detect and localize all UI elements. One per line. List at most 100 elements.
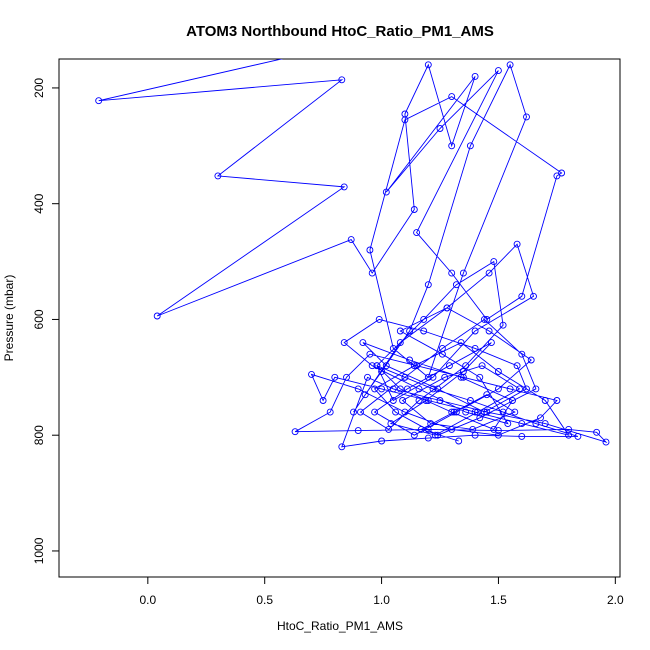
data-point <box>602 438 610 446</box>
y-tick-label: 600 <box>32 309 46 329</box>
data-point <box>291 428 299 436</box>
data-point <box>410 431 418 439</box>
data-point <box>523 113 530 121</box>
data-point <box>368 269 376 277</box>
data-point <box>506 61 514 69</box>
data-point <box>452 281 460 289</box>
data-point <box>513 240 521 248</box>
data-point <box>459 368 467 375</box>
data-point <box>448 93 456 101</box>
data-point <box>565 425 573 433</box>
data-point <box>487 339 495 347</box>
data-point <box>429 385 437 393</box>
data-point <box>406 356 414 364</box>
data-point <box>494 427 502 435</box>
data-point <box>518 432 526 440</box>
data-point <box>452 408 460 416</box>
data-point <box>401 116 409 124</box>
data-point <box>541 420 549 428</box>
x-axis-label: HtoC_Ratio_PM1_AMS <box>277 619 403 633</box>
data-point <box>389 344 397 352</box>
data-point <box>340 183 348 191</box>
data-point <box>415 397 423 404</box>
data-point <box>347 236 355 244</box>
data-point <box>361 391 369 399</box>
data-point <box>466 397 474 404</box>
data-point <box>516 385 523 393</box>
data-point <box>483 315 491 323</box>
data-point <box>396 339 404 347</box>
data-point <box>485 269 493 277</box>
data-point <box>518 420 526 428</box>
data-point <box>331 373 339 381</box>
data-point <box>476 373 484 381</box>
data-point <box>431 431 439 439</box>
data-point <box>308 370 315 378</box>
data-point <box>527 356 535 364</box>
data-point <box>436 125 444 132</box>
data-point <box>448 408 456 416</box>
data-point <box>441 373 449 381</box>
data-point <box>417 425 425 433</box>
data-point <box>371 385 379 393</box>
data-point <box>354 427 362 435</box>
x-tick-label: 0.0 <box>139 593 156 607</box>
data-point <box>450 408 458 416</box>
data-point <box>326 408 334 416</box>
series-line <box>98 59 608 448</box>
data-point <box>319 397 327 404</box>
data-point <box>471 327 479 335</box>
data-point <box>574 432 582 440</box>
y-tick-label: 1000 <box>32 537 46 564</box>
data-point <box>436 397 444 404</box>
data-point <box>429 373 437 381</box>
data-point <box>375 315 383 323</box>
data-point <box>448 425 456 433</box>
data-point <box>480 408 488 416</box>
data-point <box>153 312 161 320</box>
x-axis: 0.0 0.5 1.0 1.5 2.0 <box>139 577 624 607</box>
data-point <box>382 188 390 196</box>
data-point <box>532 420 540 428</box>
data-point <box>483 391 491 399</box>
data-point <box>499 321 507 329</box>
data-point <box>448 142 456 150</box>
data-point <box>471 344 479 352</box>
data-point <box>385 425 393 433</box>
data-point <box>530 292 537 300</box>
data-point <box>366 350 374 358</box>
data-point <box>518 292 526 300</box>
data-point <box>420 327 428 335</box>
data-point <box>424 281 432 289</box>
data-point <box>424 373 432 381</box>
data-point <box>490 258 498 266</box>
data-point <box>424 425 432 433</box>
data-point <box>471 408 479 416</box>
data-point <box>443 304 451 312</box>
data-point <box>494 368 502 375</box>
data-point <box>424 397 432 404</box>
data-point <box>506 385 514 393</box>
data-point <box>401 408 409 416</box>
data-point <box>343 373 350 381</box>
data-point <box>396 327 404 335</box>
data-point <box>511 408 519 416</box>
data-point <box>537 414 544 422</box>
x-tick-label: 1.5 <box>490 593 507 607</box>
data-point <box>471 431 479 439</box>
data-point <box>403 385 411 393</box>
data-point <box>359 339 367 347</box>
plot-frame <box>58 58 621 578</box>
data-point <box>471 72 479 80</box>
data-point <box>494 67 502 75</box>
data-point <box>410 362 418 370</box>
data-point <box>473 408 481 416</box>
data-series <box>95 59 610 451</box>
data-point <box>389 385 397 393</box>
data-point <box>378 437 386 445</box>
data-point <box>399 397 407 404</box>
data-point <box>478 362 486 370</box>
data-point <box>214 172 222 180</box>
data-point <box>480 315 488 323</box>
